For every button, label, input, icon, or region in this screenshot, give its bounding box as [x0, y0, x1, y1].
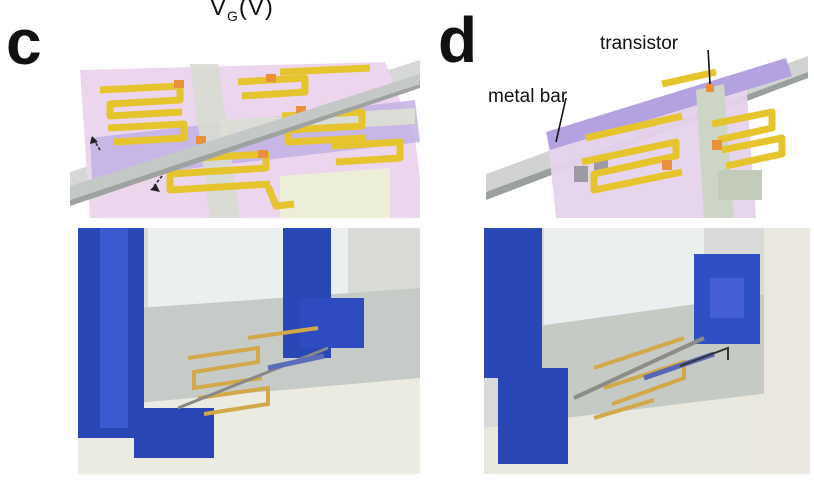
callout-metal-bar: metal bar [488, 86, 568, 107]
callout-transistor: transistor [600, 33, 679, 54]
panel-letter-d: d [438, 4, 478, 76]
panel-letter-c: c [6, 6, 42, 78]
panel-d-photo [484, 228, 810, 474]
panel-c-photo [78, 228, 420, 474]
panel-c-schematic [70, 60, 420, 218]
panel-d-schematic [486, 50, 808, 218]
top-axis-label: VG(V) [210, 0, 274, 24]
